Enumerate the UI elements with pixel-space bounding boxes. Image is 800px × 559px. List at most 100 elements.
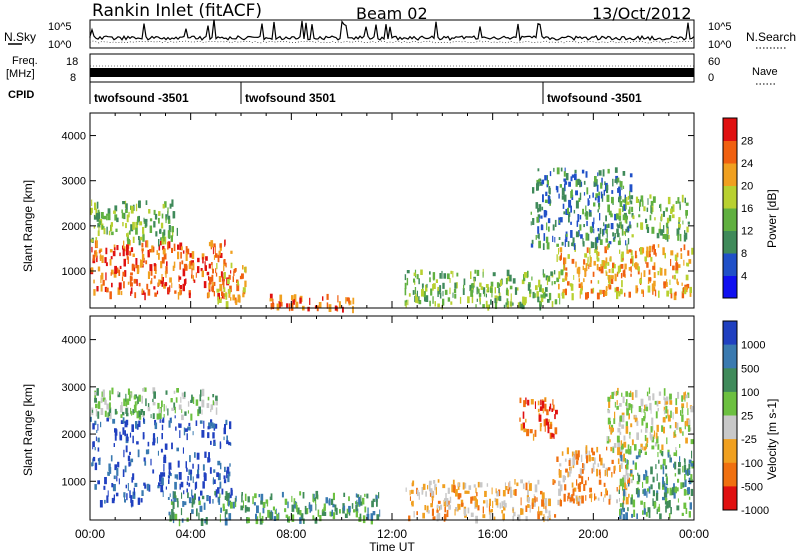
data-cell	[133, 267, 136, 272]
data-cell	[608, 494, 612, 500]
data-cell	[510, 487, 512, 491]
data-cell	[153, 263, 156, 267]
data-cell	[616, 400, 618, 405]
data-cell	[439, 292, 442, 299]
data-cell	[660, 229, 663, 236]
data-cell	[558, 256, 560, 261]
data-cell	[589, 195, 591, 199]
data-cell	[685, 210, 688, 216]
data-cell	[479, 297, 481, 302]
data-cell	[418, 300, 422, 305]
data-cell	[416, 489, 419, 497]
data-cell	[619, 508, 621, 516]
data-cell	[126, 433, 128, 442]
data-cell	[644, 435, 647, 442]
data-cell	[528, 480, 530, 485]
data-cell	[228, 494, 232, 499]
data-cell	[611, 459, 614, 464]
data-cell	[522, 422, 525, 430]
data-cell	[604, 181, 606, 186]
data-cell	[540, 490, 543, 495]
data-cell	[431, 498, 433, 505]
data-cell	[306, 508, 309, 514]
data-cell	[621, 412, 625, 417]
data-cell	[673, 452, 677, 456]
data-cell	[343, 492, 346, 497]
data-cell	[665, 401, 668, 405]
data-cell	[463, 284, 465, 290]
data-cell	[643, 409, 645, 413]
data-cell	[159, 228, 162, 234]
cpid-segments: twofsound -3501 twofsound 3501 twofsound -…	[94, 82, 642, 105]
data-cell	[619, 514, 622, 519]
data-cell	[604, 469, 606, 477]
data-cell	[136, 411, 139, 419]
data-cell	[213, 290, 215, 297]
data-cell	[544, 498, 548, 507]
data-cell	[583, 180, 586, 185]
data-cell	[132, 473, 135, 480]
data-cell	[643, 270, 646, 277]
data-cell	[326, 302, 329, 309]
data-cell	[565, 272, 568, 277]
data-cell	[565, 173, 569, 181]
data-cell	[682, 287, 685, 293]
data-cell	[589, 226, 593, 233]
data-cell	[616, 487, 618, 492]
data-cell	[538, 506, 540, 514]
data-cell	[138, 239, 141, 246]
data-cell	[527, 399, 530, 406]
data-cell	[444, 498, 446, 502]
data-cell	[594, 179, 598, 187]
data-cell	[594, 496, 597, 500]
data-cell	[631, 206, 634, 213]
data-cell	[110, 272, 112, 276]
data-cell	[270, 303, 272, 310]
data-cell	[213, 281, 216, 286]
data-cell	[577, 456, 579, 461]
data-cell	[323, 503, 326, 509]
data-cell	[138, 236, 140, 240]
data-cell	[126, 398, 130, 405]
data-cell	[644, 404, 646, 411]
data-cell	[348, 496, 350, 502]
data-cell	[171, 226, 174, 233]
data-cell	[582, 238, 584, 245]
data-cell	[576, 460, 579, 465]
data-cell	[606, 232, 608, 238]
data-cell	[199, 505, 203, 512]
data-cell	[557, 499, 560, 506]
data-cell	[190, 469, 193, 475]
data-cell	[488, 503, 491, 512]
data-cell	[406, 270, 410, 274]
data-cell	[184, 411, 187, 416]
data-cell	[549, 406, 551, 412]
data-cell	[626, 243, 628, 251]
data-cell	[444, 506, 446, 513]
data-cell	[619, 264, 621, 272]
data-cell	[619, 451, 622, 456]
data-cell	[462, 482, 465, 490]
data-cell	[405, 302, 407, 308]
data-cell	[516, 482, 519, 487]
data-cell	[622, 502, 624, 510]
data-cell	[622, 199, 625, 203]
data-cell	[628, 209, 631, 214]
data-cell	[549, 432, 553, 439]
data-cell	[269, 293, 273, 300]
data-cell	[284, 508, 287, 513]
data-cell	[665, 505, 667, 513]
data-cell	[163, 414, 165, 418]
data-cell	[596, 468, 598, 477]
data-cell	[164, 270, 167, 275]
data-cell	[422, 512, 425, 519]
data-cell	[604, 494, 606, 498]
data-cell	[290, 303, 294, 311]
data-cell	[672, 204, 675, 212]
data-cell	[96, 255, 98, 263]
data-cell	[467, 507, 470, 514]
data-cell	[548, 498, 551, 507]
data-cell	[116, 468, 119, 476]
data-cell	[172, 491, 174, 499]
data-cell	[189, 261, 191, 266]
